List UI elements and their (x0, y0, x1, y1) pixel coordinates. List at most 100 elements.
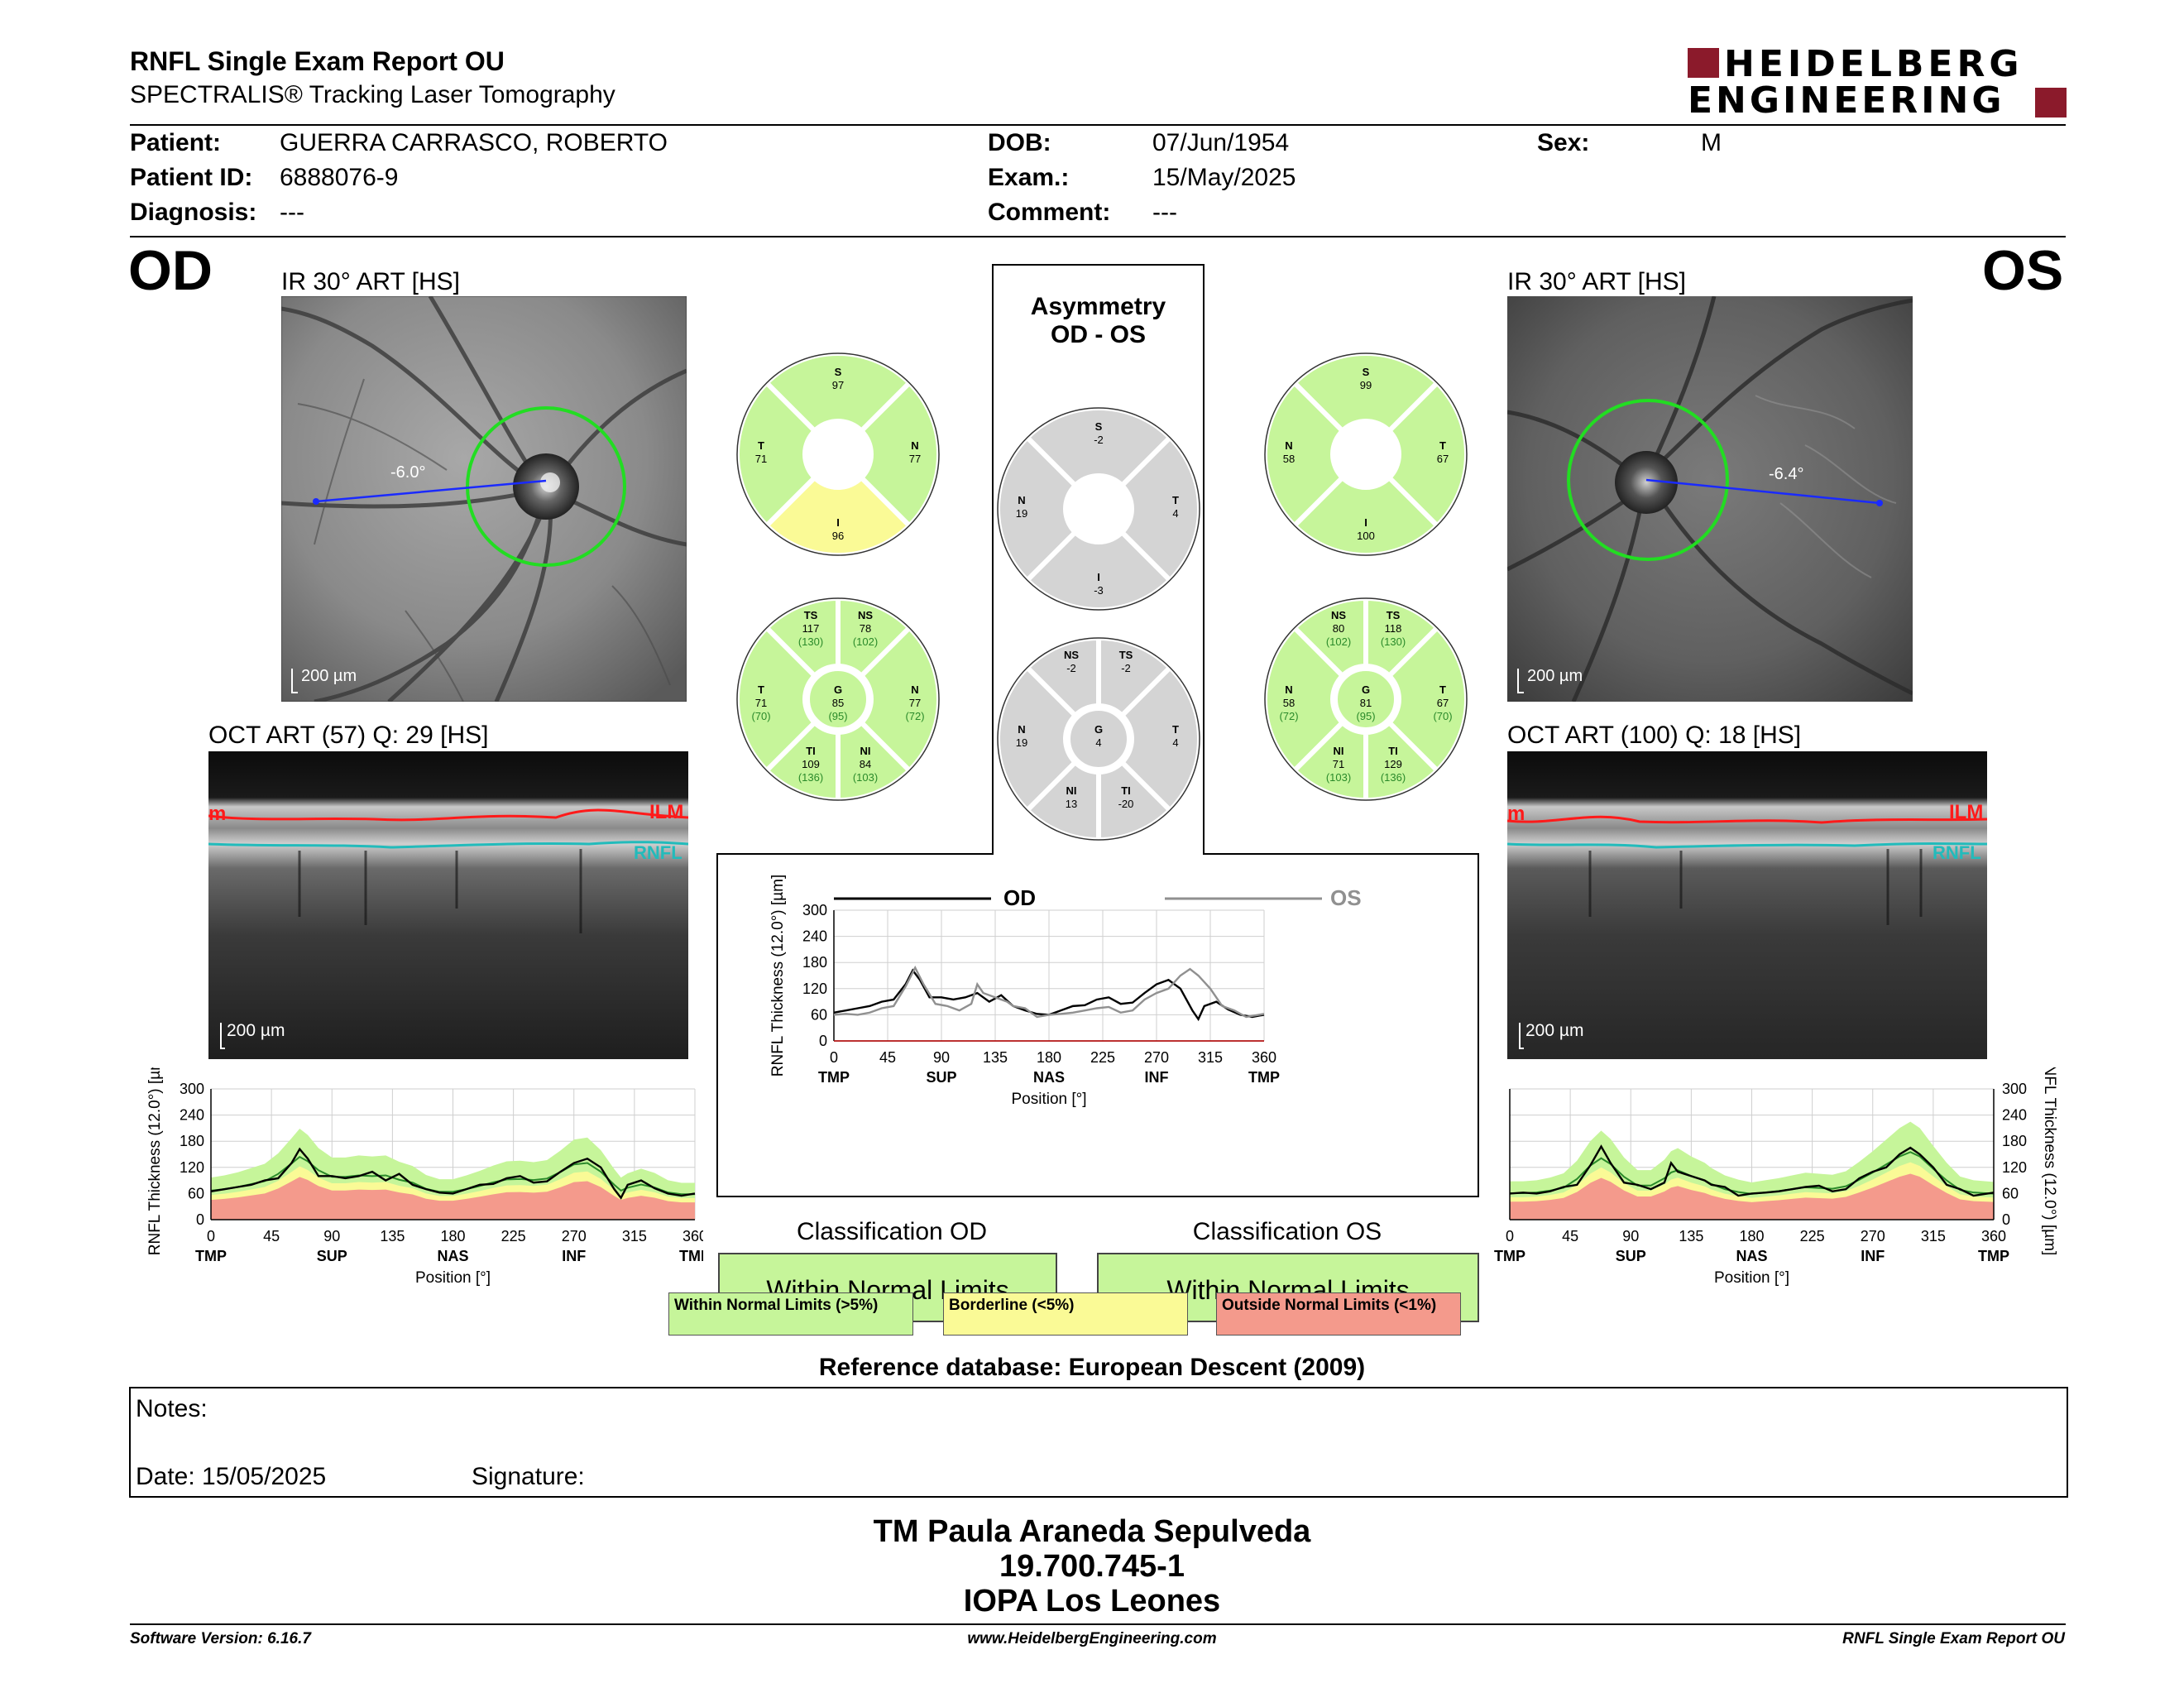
od-ref-NS: (102) (853, 635, 878, 648)
asymmetry-subtitle: OD - OS (1050, 321, 1146, 348)
os-ir-caption: IR 30° ART [HS] (1507, 268, 1686, 295)
os-label-G: G (1362, 683, 1370, 696)
y-tick-60: 60 (811, 1006, 827, 1023)
x-tick-270: 270 (562, 1228, 587, 1244)
od-value-I: 96 (832, 530, 844, 542)
classification-od-title: Classification OD (796, 1218, 988, 1245)
region-TMP-0: TMP (1494, 1248, 1525, 1264)
asym-quadrant-diagram: S-2 N19 I-3 T4 (995, 405, 1202, 612)
notes-box (129, 1387, 2068, 1498)
series-OS (833, 965, 1265, 1019)
os-label-NS: NS (1331, 609, 1346, 621)
os-value-NS: 80 (1333, 622, 1344, 635)
os-value-G: 81 (1360, 697, 1372, 709)
legend-outside: Outside Normal Limits (<1%) (1216, 1292, 1461, 1336)
x-axis-label: Position [°] (415, 1269, 491, 1287)
x-tick-180: 180 (1739, 1228, 1764, 1244)
sex-value: M (1701, 129, 1722, 156)
asym-label-T: T (1172, 723, 1179, 736)
signature-name: TM Paula Araneda Sepulveda (873, 1514, 1311, 1549)
od-ref-N: (72) (905, 710, 924, 722)
signature-clinic: IOPA Los Leones (963, 1584, 1221, 1618)
od-value-N: 77 (909, 697, 921, 709)
y-tick-0: 0 (196, 1211, 204, 1228)
normal-mean-line (210, 1155, 695, 1196)
region-NAS-2: NAS (437, 1248, 468, 1264)
x-tick-45: 45 (1562, 1228, 1578, 1244)
asym-value-T: 4 (1172, 507, 1178, 520)
os-value-N: 58 (1283, 453, 1295, 465)
x-tick-225: 225 (501, 1228, 526, 1244)
y-tick-0: 0 (819, 1033, 827, 1049)
asym-value-T: 4 (1172, 736, 1178, 749)
series-OS (1509, 1144, 1995, 1197)
od-oct-image (208, 751, 688, 1059)
os-ref-TI: (136) (1381, 771, 1406, 784)
region-SUP-1: SUP (1616, 1248, 1646, 1264)
y-tick-60: 60 (188, 1185, 204, 1201)
y-tick-240: 240 (2002, 1107, 2027, 1124)
asym-label-S: S (1095, 420, 1103, 433)
y-tick-300: 300 (2002, 1081, 2027, 1097)
x-tick-90: 90 (933, 1049, 950, 1066)
y-axis-label: RNFL Thickness (12.0°) [µm] (2041, 1067, 2058, 1255)
classification-os-title: Classification OS (1192, 1218, 1382, 1245)
region-SUP-1: SUP (317, 1248, 347, 1264)
od-label-TI: TI (806, 745, 816, 757)
od-label-TS: TS (804, 609, 818, 621)
legend-normal: Within Normal Limits (>5%) (668, 1292, 913, 1336)
heidelberg-logo: HEIDELBERG ENGINEERING (1688, 43, 2068, 122)
region-TMP-0: TMP (195, 1248, 227, 1264)
os-profile-chart: 0 60 120 180 240 300 0 45 90 135 180 225 270 315 360 TM… (1494, 1067, 2058, 1287)
od-value-T: 71 (755, 453, 767, 465)
comment-value: --- (1152, 199, 1177, 226)
od-oct-scale-bar (220, 1023, 225, 1049)
os-scale-label: 200 µm (1527, 667, 1583, 685)
od-ref-TI: (136) (798, 771, 823, 784)
x-tick-0: 0 (830, 1049, 838, 1066)
legend-od: OD (1003, 885, 1036, 910)
os-ref-N: (72) (1279, 710, 1298, 722)
patient-id-label: Patient ID: (130, 164, 253, 191)
os-ref-TS: (130) (1381, 635, 1406, 648)
os-value-N: 58 (1283, 697, 1295, 709)
y-axis-label: RNFL Thickness (12.0°) [µm] (769, 875, 787, 1077)
os-scale-bar (1517, 669, 1524, 693)
od-ref-G: (95) (828, 710, 847, 722)
notes-label: Notes: (136, 1395, 208, 1422)
asym-label-TS: TS (1119, 649, 1133, 661)
asym-label-N: N (1018, 723, 1025, 736)
x-tick-270: 270 (1861, 1228, 1885, 1244)
comment-label: Comment: (988, 199, 1111, 226)
x-tick-45: 45 (879, 1049, 896, 1066)
od-sector-diagram: TS117(130)NS78(102)T71(70)N77(72)TI109(1… (735, 596, 941, 803)
os-rnfl-label: RNFL (1933, 842, 1981, 863)
y-tick-180: 180 (2002, 1133, 2027, 1149)
os-oct-scale-label: 200 µm (1525, 1021, 1584, 1040)
asym-label-N: N (1018, 494, 1025, 506)
od-value-NS: 78 (860, 622, 871, 635)
os-value-NI: 71 (1333, 758, 1344, 770)
notes-signature: Signature: (472, 1463, 585, 1490)
region-INF-3: INF (562, 1248, 586, 1264)
od-eye-label: OD (128, 239, 213, 302)
x-tick-0: 0 (1506, 1228, 1514, 1244)
x-tick-180: 180 (1037, 1049, 1061, 1066)
x-axis-label: Position [°] (1011, 1091, 1086, 1108)
x-tick-45: 45 (263, 1228, 280, 1244)
exam-value: 15/May/2025 (1152, 164, 1296, 191)
od-label-T: T (758, 439, 764, 452)
asym-value-N: 19 (1016, 507, 1027, 520)
od-angle-label: -6.0° (390, 463, 426, 482)
y-tick-300: 300 (802, 902, 827, 918)
y-tick-300: 300 (180, 1081, 204, 1097)
os-value-I: 100 (1357, 530, 1375, 542)
os-angle-label: -6.4° (1769, 465, 1804, 483)
x-tick-360: 360 (682, 1228, 703, 1244)
os-oct-image (1507, 751, 1987, 1059)
os-ref-G: (95) (1356, 710, 1375, 722)
y-tick-180: 180 (180, 1133, 204, 1149)
od-label-NI: NI (860, 745, 871, 757)
